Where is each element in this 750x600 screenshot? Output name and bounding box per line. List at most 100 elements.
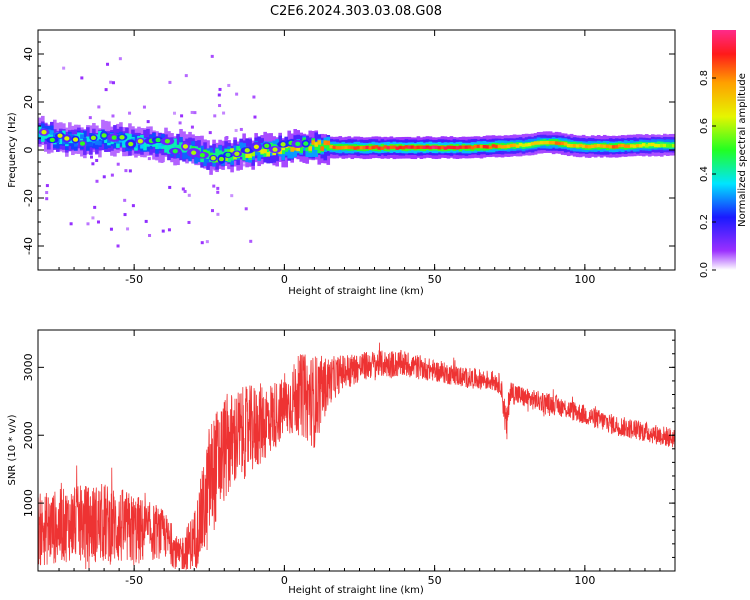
spectrogram-cell bbox=[533, 141, 538, 145]
x-tick-label: -50 bbox=[125, 574, 143, 587]
noise-speck bbox=[190, 125, 194, 129]
spectrogram-cell bbox=[527, 142, 532, 147]
noise-speck bbox=[45, 184, 49, 188]
noise-speck bbox=[242, 163, 246, 167]
spectrogram-cell bbox=[452, 145, 457, 150]
spectrogram-cell bbox=[287, 144, 291, 159]
spectrogram-cell bbox=[158, 143, 162, 149]
spectrogram-cell bbox=[86, 136, 90, 145]
noise-speck bbox=[109, 80, 113, 84]
noise-speck bbox=[180, 114, 184, 118]
spectrogram-cell bbox=[416, 145, 421, 149]
spectrogram-blob-core bbox=[234, 151, 240, 156]
spectrogram-blob-core bbox=[264, 143, 270, 148]
spectrogram-cell bbox=[233, 154, 237, 160]
noise-speck bbox=[88, 116, 92, 120]
noise-speck bbox=[253, 115, 257, 119]
noise-speck bbox=[95, 179, 99, 183]
spectrogram-cell bbox=[47, 132, 51, 142]
spectrogram-cell bbox=[296, 146, 301, 152]
spectrogram-cell bbox=[53, 132, 57, 138]
spectrogram-cell bbox=[596, 144, 601, 148]
noise-speck bbox=[86, 222, 90, 226]
spectrogram-blob-core bbox=[225, 152, 231, 158]
colorbar-tick-label: 0.6 bbox=[699, 118, 710, 134]
y-tick-label: -40 bbox=[22, 237, 35, 255]
spectrogram-blob-core bbox=[218, 156, 225, 162]
spectrogram-ticks: -50 0 50 100 -40 -20 0 20 40 bbox=[22, 30, 675, 286]
spectrogram-cell bbox=[38, 133, 42, 139]
spectrogram-cell bbox=[440, 145, 445, 149]
noise-speck bbox=[109, 227, 113, 231]
spectrogram-cell bbox=[383, 145, 388, 149]
noise-speck bbox=[190, 110, 194, 114]
noise-speck bbox=[167, 228, 171, 232]
spectrogram-cell bbox=[50, 130, 54, 135]
spectrogram-cell bbox=[344, 145, 349, 150]
spectrogram-blob-core bbox=[119, 135, 125, 140]
spectrogram-cell bbox=[245, 153, 249, 158]
spectrogram-cell bbox=[602, 144, 607, 148]
spectrogram-cell bbox=[404, 145, 409, 149]
spectrogram-cell bbox=[293, 146, 298, 151]
noise-speck bbox=[178, 121, 182, 125]
spectrogram-cell bbox=[311, 140, 316, 145]
spectrogram-cell bbox=[428, 145, 433, 150]
spectrogram-cell bbox=[626, 144, 631, 148]
noise-speck bbox=[142, 105, 146, 109]
spectrogram-cell bbox=[290, 147, 295, 152]
noise-speck bbox=[91, 162, 95, 166]
noise-speck bbox=[128, 169, 132, 173]
spectrogram-cell bbox=[593, 144, 598, 148]
spectrogram-cell bbox=[329, 145, 334, 149]
spectrogram-cell bbox=[80, 134, 84, 139]
spectrogram-cell bbox=[407, 145, 412, 149]
noise-speck bbox=[193, 111, 197, 115]
chart-title: C2E6.2024.303.03.08.G08 bbox=[270, 4, 442, 19]
spectrogram-cell bbox=[206, 151, 210, 156]
spectrogram-cell bbox=[266, 147, 270, 156]
noise-speck bbox=[216, 186, 220, 190]
colorbar-tick-label: 0.0 bbox=[699, 262, 710, 278]
spectrogram-cell bbox=[506, 144, 511, 148]
noise-speck bbox=[80, 76, 84, 80]
spectrogram-cell bbox=[548, 141, 553, 145]
spectrogram-blob-core bbox=[101, 133, 107, 138]
noise-speck bbox=[218, 87, 222, 91]
spectrogram-blob-core bbox=[72, 137, 79, 142]
noise-speck bbox=[126, 227, 130, 231]
spectrogram-ylabel: Frequency (Hz) bbox=[7, 112, 18, 188]
spectrogram-cell bbox=[140, 144, 144, 149]
spectrogram-blob-core bbox=[280, 142, 286, 147]
snr-xlabel: Height of straight line (km) bbox=[288, 585, 424, 596]
y-tick-label: 40 bbox=[22, 47, 35, 61]
spectrogram-blob-core bbox=[210, 155, 216, 161]
spectrogram-cell bbox=[83, 137, 87, 143]
spectrogram-cell bbox=[617, 143, 622, 148]
noise-speck bbox=[89, 155, 93, 159]
colorbar-gradient bbox=[712, 30, 736, 270]
spectrogram-cell bbox=[434, 145, 439, 149]
noise-speck bbox=[91, 216, 95, 220]
noise-speck bbox=[168, 80, 172, 84]
spectrogram-cell bbox=[512, 143, 517, 147]
noise-speck bbox=[252, 95, 256, 99]
spectrogram-cell bbox=[521, 143, 526, 148]
noise-speck bbox=[216, 212, 220, 216]
spectrogram-cell bbox=[413, 145, 418, 150]
spectrogram-cell bbox=[656, 144, 661, 148]
spectrogram-cell bbox=[389, 145, 394, 149]
y-tick-label: 1000 bbox=[22, 489, 35, 517]
spectrogram-cell bbox=[455, 146, 460, 150]
spectrogram-cell bbox=[335, 146, 340, 150]
spectrogram-cell bbox=[554, 141, 559, 145]
noise-speck bbox=[93, 205, 97, 209]
noise-speck bbox=[45, 191, 49, 195]
spectrogram-cell bbox=[449, 145, 454, 150]
spectrogram-cell bbox=[665, 144, 670, 148]
spectrogram-cell bbox=[482, 144, 487, 149]
spectrogram-cell bbox=[317, 144, 322, 154]
spectrogram-cell bbox=[632, 144, 637, 148]
spectrogram-cell bbox=[569, 143, 574, 148]
noise-speck bbox=[111, 114, 115, 118]
